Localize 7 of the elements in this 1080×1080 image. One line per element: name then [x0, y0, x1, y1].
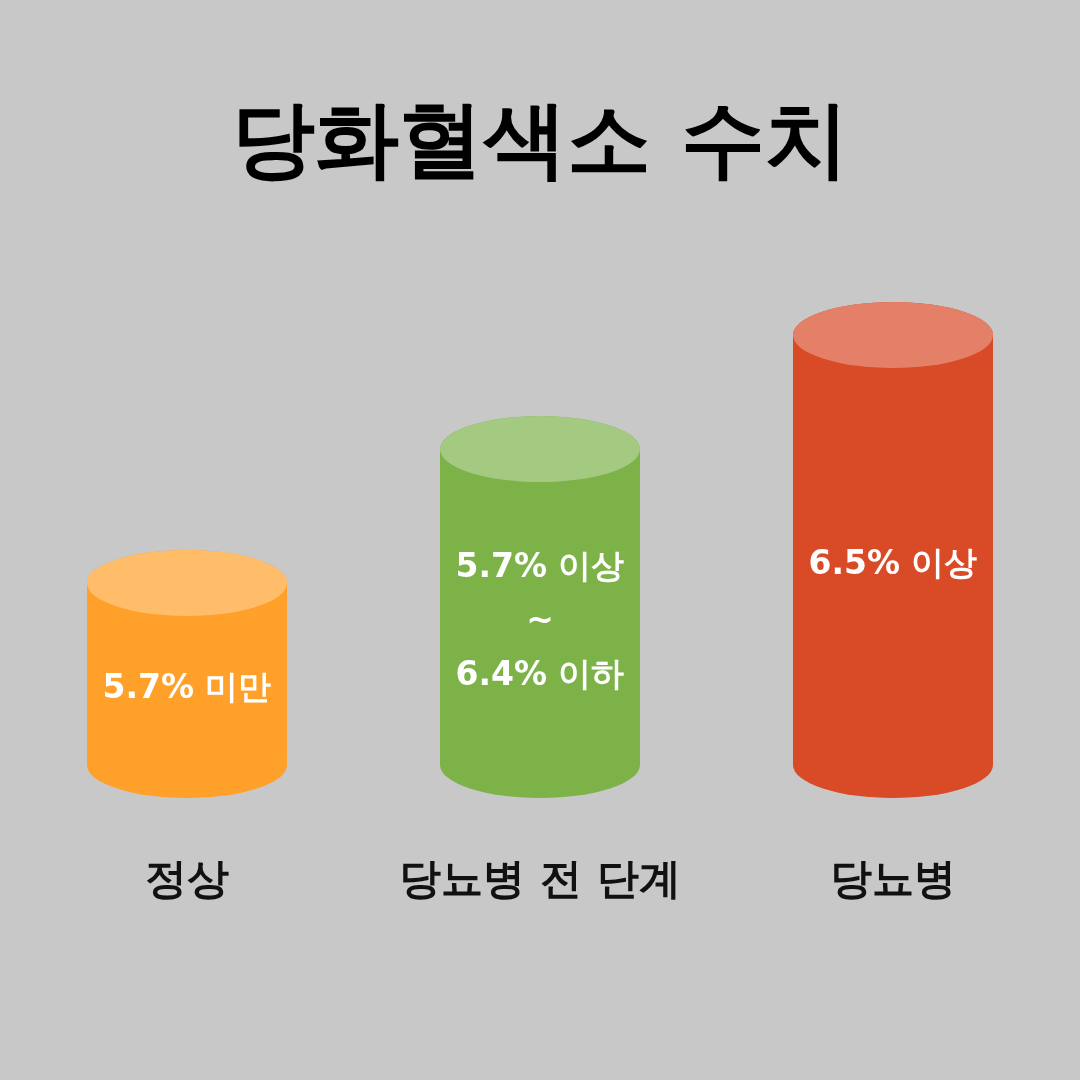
- annotation: 5.7% 미만: [102, 667, 272, 706]
- chart-title: 당화혈색소 수치: [231, 90, 849, 188]
- x-tick-label: 정상: [145, 854, 229, 903]
- annotation: 6.5% 이상: [808, 543, 978, 582]
- x-tick-label: 당뇨병 전 단계: [399, 854, 681, 903]
- x-tick-label: 당뇨병: [830, 854, 956, 903]
- annotation: 5.7% 이상 ~ 6.4% 이하: [455, 546, 625, 694]
